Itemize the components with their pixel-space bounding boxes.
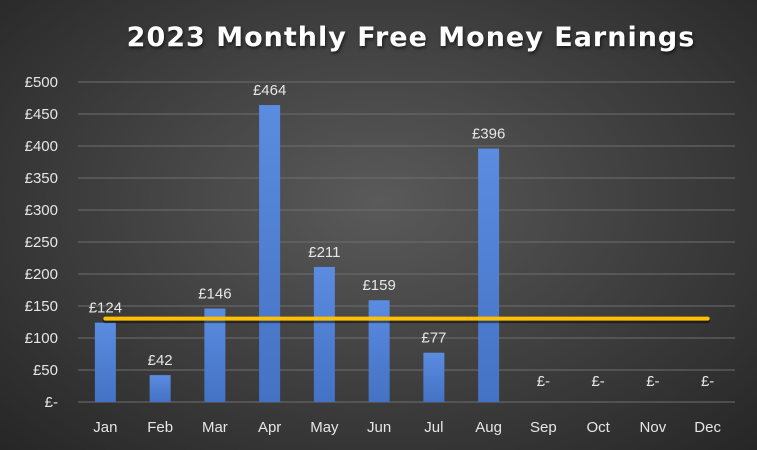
bar — [313, 266, 335, 402]
y-tick-label: £50 — [33, 362, 58, 379]
y-tick-label: £350 — [25, 170, 58, 187]
y-tick-label: £- — [45, 394, 58, 411]
y-tick-label: £100 — [25, 330, 58, 347]
data-label: £- — [646, 373, 659, 390]
x-tick-label: May — [310, 419, 339, 436]
x-tick-label: Apr — [258, 419, 281, 436]
data-label: £- — [591, 373, 604, 390]
data-label: £211 — [308, 244, 340, 261]
data-label: £- — [537, 373, 550, 390]
bar — [423, 352, 445, 402]
chart-title: 2023 Monthly Free Money Earnings — [126, 22, 696, 53]
x-tick-label: Feb — [147, 419, 173, 436]
bar — [149, 375, 171, 402]
y-tick-label: £400 — [25, 138, 58, 155]
y-tick-label: £500 — [25, 74, 58, 91]
y-tick-label: £200 — [25, 266, 58, 283]
x-tick-label: Dec — [694, 419, 721, 436]
bar — [94, 322, 116, 402]
x-tick-label: Sep — [530, 419, 557, 436]
x-tick-label: Mar — [202, 419, 228, 436]
bar — [204, 308, 226, 402]
y-tick-label: £250 — [25, 234, 58, 251]
data-label: £77 — [421, 330, 446, 347]
data-label: £- — [701, 373, 714, 390]
data-label: £159 — [362, 277, 395, 294]
bar — [259, 105, 281, 402]
data-label: £146 — [198, 286, 231, 303]
data-label: £124 — [89, 300, 122, 317]
x-tick-label: Jan — [93, 419, 117, 436]
y-tick-label: £150 — [25, 298, 58, 315]
bar — [368, 300, 390, 402]
x-tick-label: Jul — [424, 419, 443, 436]
data-label: £464 — [253, 82, 286, 99]
x-tick-label: Oct — [586, 419, 610, 436]
x-tick-label: Aug — [475, 419, 502, 436]
data-label: £396 — [472, 126, 505, 143]
x-tick-label: Jun — [367, 419, 391, 436]
y-tick-label: £450 — [25, 106, 58, 123]
data-label: £42 — [148, 352, 173, 369]
x-tick-label: Nov — [640, 419, 667, 436]
y-tick-label: £300 — [25, 202, 58, 219]
bar — [478, 148, 500, 402]
